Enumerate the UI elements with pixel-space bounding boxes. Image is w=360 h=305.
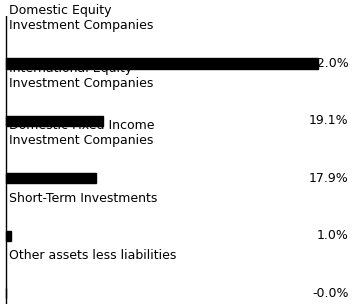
Bar xyxy=(6,58,318,69)
Text: 1.0%: 1.0% xyxy=(317,229,348,242)
Text: Domestic Fixed Income
Investment Companies: Domestic Fixed Income Investment Compani… xyxy=(9,119,154,147)
Bar xyxy=(6,173,96,184)
Text: 17.9%: 17.9% xyxy=(309,172,348,185)
Text: Other assets less liabilities: Other assets less liabilities xyxy=(9,249,176,262)
Text: Domestic Equity
Investment Companies: Domestic Equity Investment Companies xyxy=(9,4,153,32)
Text: 19.1%: 19.1% xyxy=(309,114,348,127)
Text: Short-Term Investments: Short-Term Investments xyxy=(9,192,157,205)
Text: 62.0%: 62.0% xyxy=(309,57,348,70)
Text: International Equity
Investment Companies: International Equity Investment Companie… xyxy=(9,62,153,90)
Bar xyxy=(6,231,12,241)
Bar xyxy=(6,116,103,126)
Text: -0.0%: -0.0% xyxy=(312,287,348,300)
